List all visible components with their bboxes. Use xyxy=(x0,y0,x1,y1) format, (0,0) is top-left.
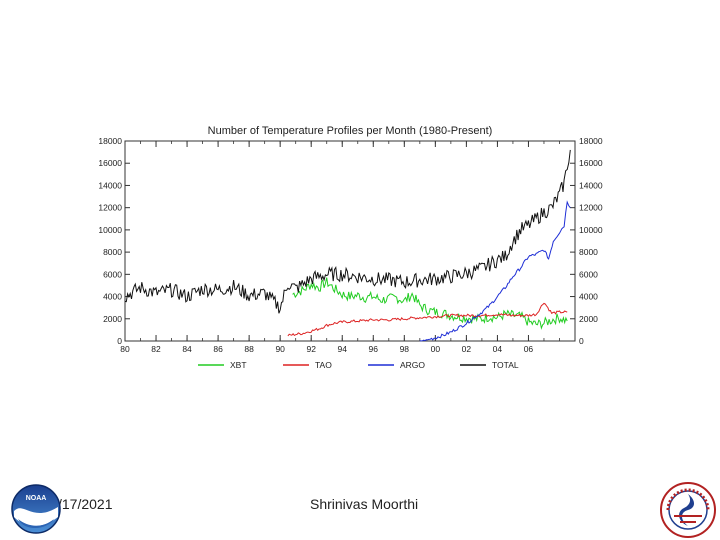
x-tick-label: 86 xyxy=(213,344,223,354)
y-tick-label: 0 xyxy=(117,336,122,346)
x-tick-label: 88 xyxy=(244,344,254,354)
y-tick-label: 8000 xyxy=(103,247,122,257)
legend-label-tao: TAO xyxy=(315,360,332,370)
x-tick-label: 06 xyxy=(524,344,534,354)
series-line-tao xyxy=(287,302,568,337)
x-tick-label: 84 xyxy=(182,344,192,354)
y-tick-label-right: 16000 xyxy=(579,158,603,168)
y-tick-label: 16000 xyxy=(98,158,122,168)
footer-date: /17/2021 xyxy=(58,496,113,512)
x-tick-label: 04 xyxy=(493,344,503,354)
y-tick-label: 6000 xyxy=(103,269,122,279)
y-tick-label-right: 12000 xyxy=(579,203,603,213)
noaa-logo: NOAA xyxy=(11,484,61,534)
nws-logo xyxy=(660,482,716,538)
series-line-argo xyxy=(419,200,571,342)
x-tick-label: 90 xyxy=(275,344,285,354)
x-tick-label: 94 xyxy=(338,344,348,354)
y-tick-label: 2000 xyxy=(103,314,122,324)
y-tick-label-right: 6000 xyxy=(579,269,598,279)
legend-label-total: TOTAL xyxy=(492,360,519,370)
legend-label-xbt: XBT xyxy=(230,360,247,370)
y-tick-label-right: 0 xyxy=(579,336,584,346)
y-tick-label: 10000 xyxy=(98,225,122,235)
series-line-xbt xyxy=(292,277,568,330)
y-tick-label-right: 4000 xyxy=(579,292,598,302)
x-tick-label: 02 xyxy=(462,344,472,354)
series-layer xyxy=(124,149,571,342)
y-tick-label: 4000 xyxy=(103,292,122,302)
y-tick-label-right: 2000 xyxy=(579,314,598,324)
x-tick-label: 80 xyxy=(120,344,130,354)
y-tick-label-right: 10000 xyxy=(579,225,603,235)
series-line-total xyxy=(124,149,571,314)
x-tick-label: 00 xyxy=(431,344,441,354)
y-tick-label: 14000 xyxy=(98,180,122,190)
y-tick-label: 18000 xyxy=(98,136,122,146)
x-tick-label: 92 xyxy=(306,344,316,354)
legend-label-argo: ARGO xyxy=(400,360,425,370)
y-tick-label-right: 14000 xyxy=(579,180,603,190)
legend: XBT TAO ARGO TOTAL xyxy=(198,360,519,370)
x-tick-label: 96 xyxy=(369,344,379,354)
chart-title: Number of Temperature Profiles per Month… xyxy=(208,125,493,137)
x-tick-label: 98 xyxy=(400,344,410,354)
y-tick-label-right: 18000 xyxy=(579,136,603,146)
x-tick-label: 82 xyxy=(151,344,161,354)
noaa-logo-text: NOAA xyxy=(26,495,47,502)
y-tick-label-right: 8000 xyxy=(579,247,598,257)
y-tick-label: 12000 xyxy=(98,203,122,213)
footer-author: Shrinivas Moorthi xyxy=(310,496,419,512)
plot-frame xyxy=(124,140,576,342)
